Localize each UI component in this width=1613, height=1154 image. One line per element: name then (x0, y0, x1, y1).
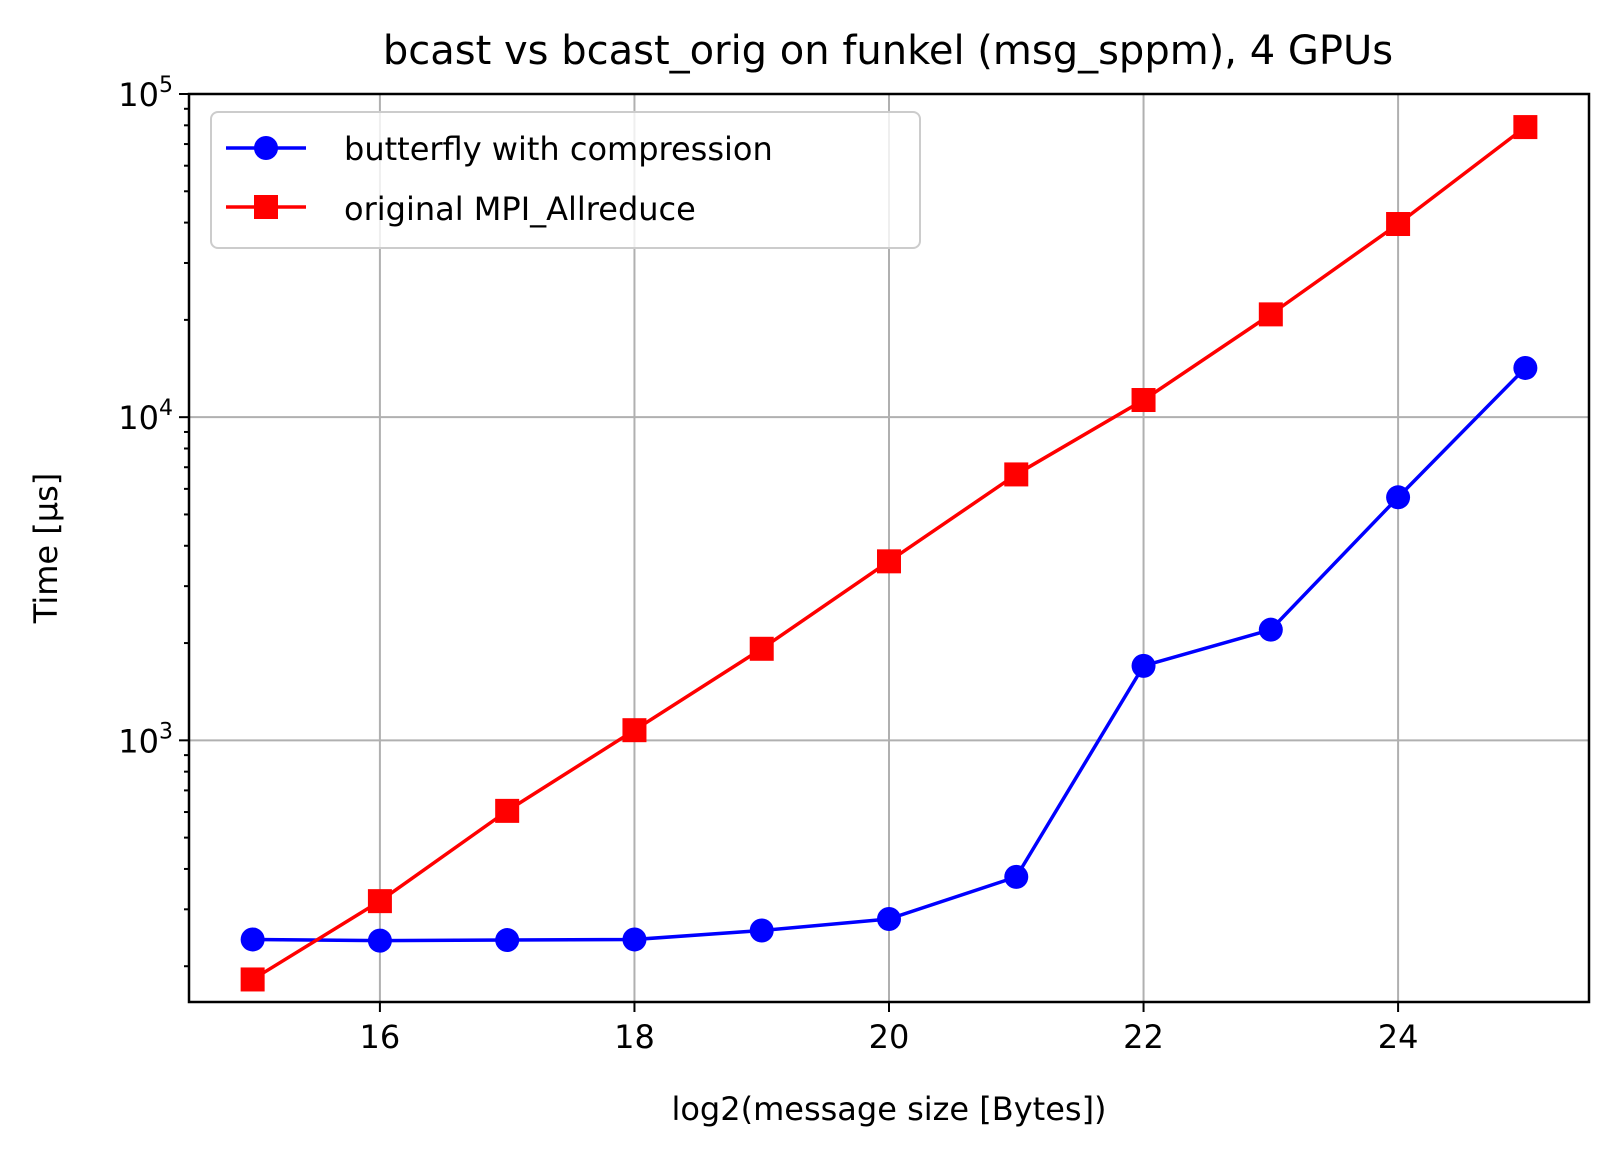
y-tick-label: 104 (118, 396, 173, 437)
data-point (1386, 212, 1411, 237)
data-point (495, 798, 520, 823)
legend: butterfly with compression original MPI_… (210, 111, 921, 249)
data-point (1004, 462, 1029, 487)
legend-marker-butterfly (254, 136, 278, 160)
data-point (367, 928, 392, 953)
data-point (495, 928, 520, 953)
series-layer (240, 115, 1538, 992)
legend-label-butterfly: butterfly with compression (344, 130, 773, 168)
data-point (1258, 617, 1283, 642)
legend-box (210, 111, 921, 249)
x-tick-label: 16 (360, 1018, 401, 1056)
data-point (622, 718, 647, 743)
data-point (1004, 864, 1029, 889)
y-tick-label: 105 (118, 73, 173, 114)
data-point (877, 907, 901, 932)
data-point (877, 549, 901, 574)
x-axis-label: log2(message size [Bytes]) (671, 1090, 1106, 1128)
data-point (367, 889, 392, 914)
data-point (1131, 653, 1156, 678)
y-axis-label: Time [µs] (27, 473, 65, 624)
data-point (622, 927, 647, 952)
x-tick-label: 20 (869, 1018, 910, 1056)
data-point (240, 967, 265, 992)
legend-marker-original (254, 195, 278, 219)
x-tick-label: 24 (1378, 1018, 1419, 1056)
x-tick-label: 22 (1123, 1018, 1164, 1056)
data-point (749, 918, 774, 943)
data-point (749, 636, 774, 661)
axis-ticks: 16 18 20 22 24 103 104 105 (118, 73, 1418, 1056)
data-point (240, 927, 265, 952)
data-point (1386, 485, 1411, 510)
data-point (1131, 388, 1156, 413)
data-point (1258, 302, 1283, 327)
data-point (1513, 355, 1538, 380)
chart-title: bcast vs bcast_orig on funkel (msg_sppm)… (383, 28, 1393, 74)
data-point (1513, 115, 1538, 140)
x-tick-label: 18 (614, 1018, 655, 1056)
legend-label-original: original MPI_Allreduce (344, 190, 696, 228)
y-tick-label: 103 (118, 719, 173, 760)
